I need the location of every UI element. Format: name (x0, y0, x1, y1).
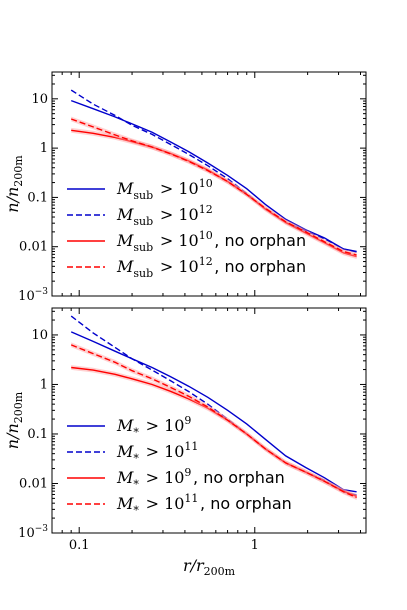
y-tick-label: 10 (31, 328, 48, 343)
series-4-line (70, 118, 357, 256)
y-tick-label: 10−3 (18, 287, 48, 304)
y-tick-label: 10 (31, 92, 48, 107)
legend-label: Msub > 1012 (116, 203, 214, 228)
series-4-line (70, 344, 357, 499)
panel-2: 10 1 0.1 0.01 10−3 0.1 1 n/n200m r/r200m M* > 109… (3, 307, 367, 578)
legend-label: Msub > 1012 , no orphan (116, 255, 306, 280)
y-tick-label: 0.1 (27, 427, 48, 442)
y-tick-label: 10−3 (18, 524, 48, 541)
y-axis-label: n/n200m (3, 391, 25, 449)
x-tick-label: 0.1 (69, 538, 90, 553)
legend: Msub > 1010 Msub > 1012 Msub > 1010 , no… (67, 177, 306, 280)
series-3-band (71, 127, 357, 260)
x-axis-label: r/r200m (183, 556, 236, 578)
x-tick-label: 1 (251, 538, 259, 553)
legend: M* > 109 M* > 1011 M* > 109 , no orphanM… (67, 414, 292, 517)
legend-label: M* > 109 , no orphan (116, 466, 285, 491)
plot-frame (51, 71, 367, 297)
series-1-line (70, 331, 357, 493)
y-tick-label: 0.01 (19, 240, 48, 255)
series-4-band (71, 342, 357, 500)
legend-label: M* > 1011 , no orphan (116, 492, 292, 517)
panel-1: 10 1 0.1 0.01 10−3 n/n200m Msub > 1010 Msub > … (3, 71, 367, 304)
y-tick-label: 0.1 (27, 190, 48, 205)
legend-label: Msub > 1010 , no orphan (116, 229, 306, 254)
legend-label: Msub > 1010 (116, 177, 214, 202)
series-1-line (70, 99, 357, 253)
series-3-band (71, 365, 357, 499)
plot-frame (51, 307, 367, 534)
y-tick-label: 0.01 (19, 476, 48, 491)
y-axis-label: n/n200m (3, 155, 25, 213)
y-tick-label: 1 (40, 377, 48, 392)
y-tick-label: 1 (40, 141, 48, 156)
legend-label: M* > 1011 (116, 440, 200, 465)
legend-label: M* > 109 (116, 414, 193, 439)
series-2-line (70, 89, 357, 253)
